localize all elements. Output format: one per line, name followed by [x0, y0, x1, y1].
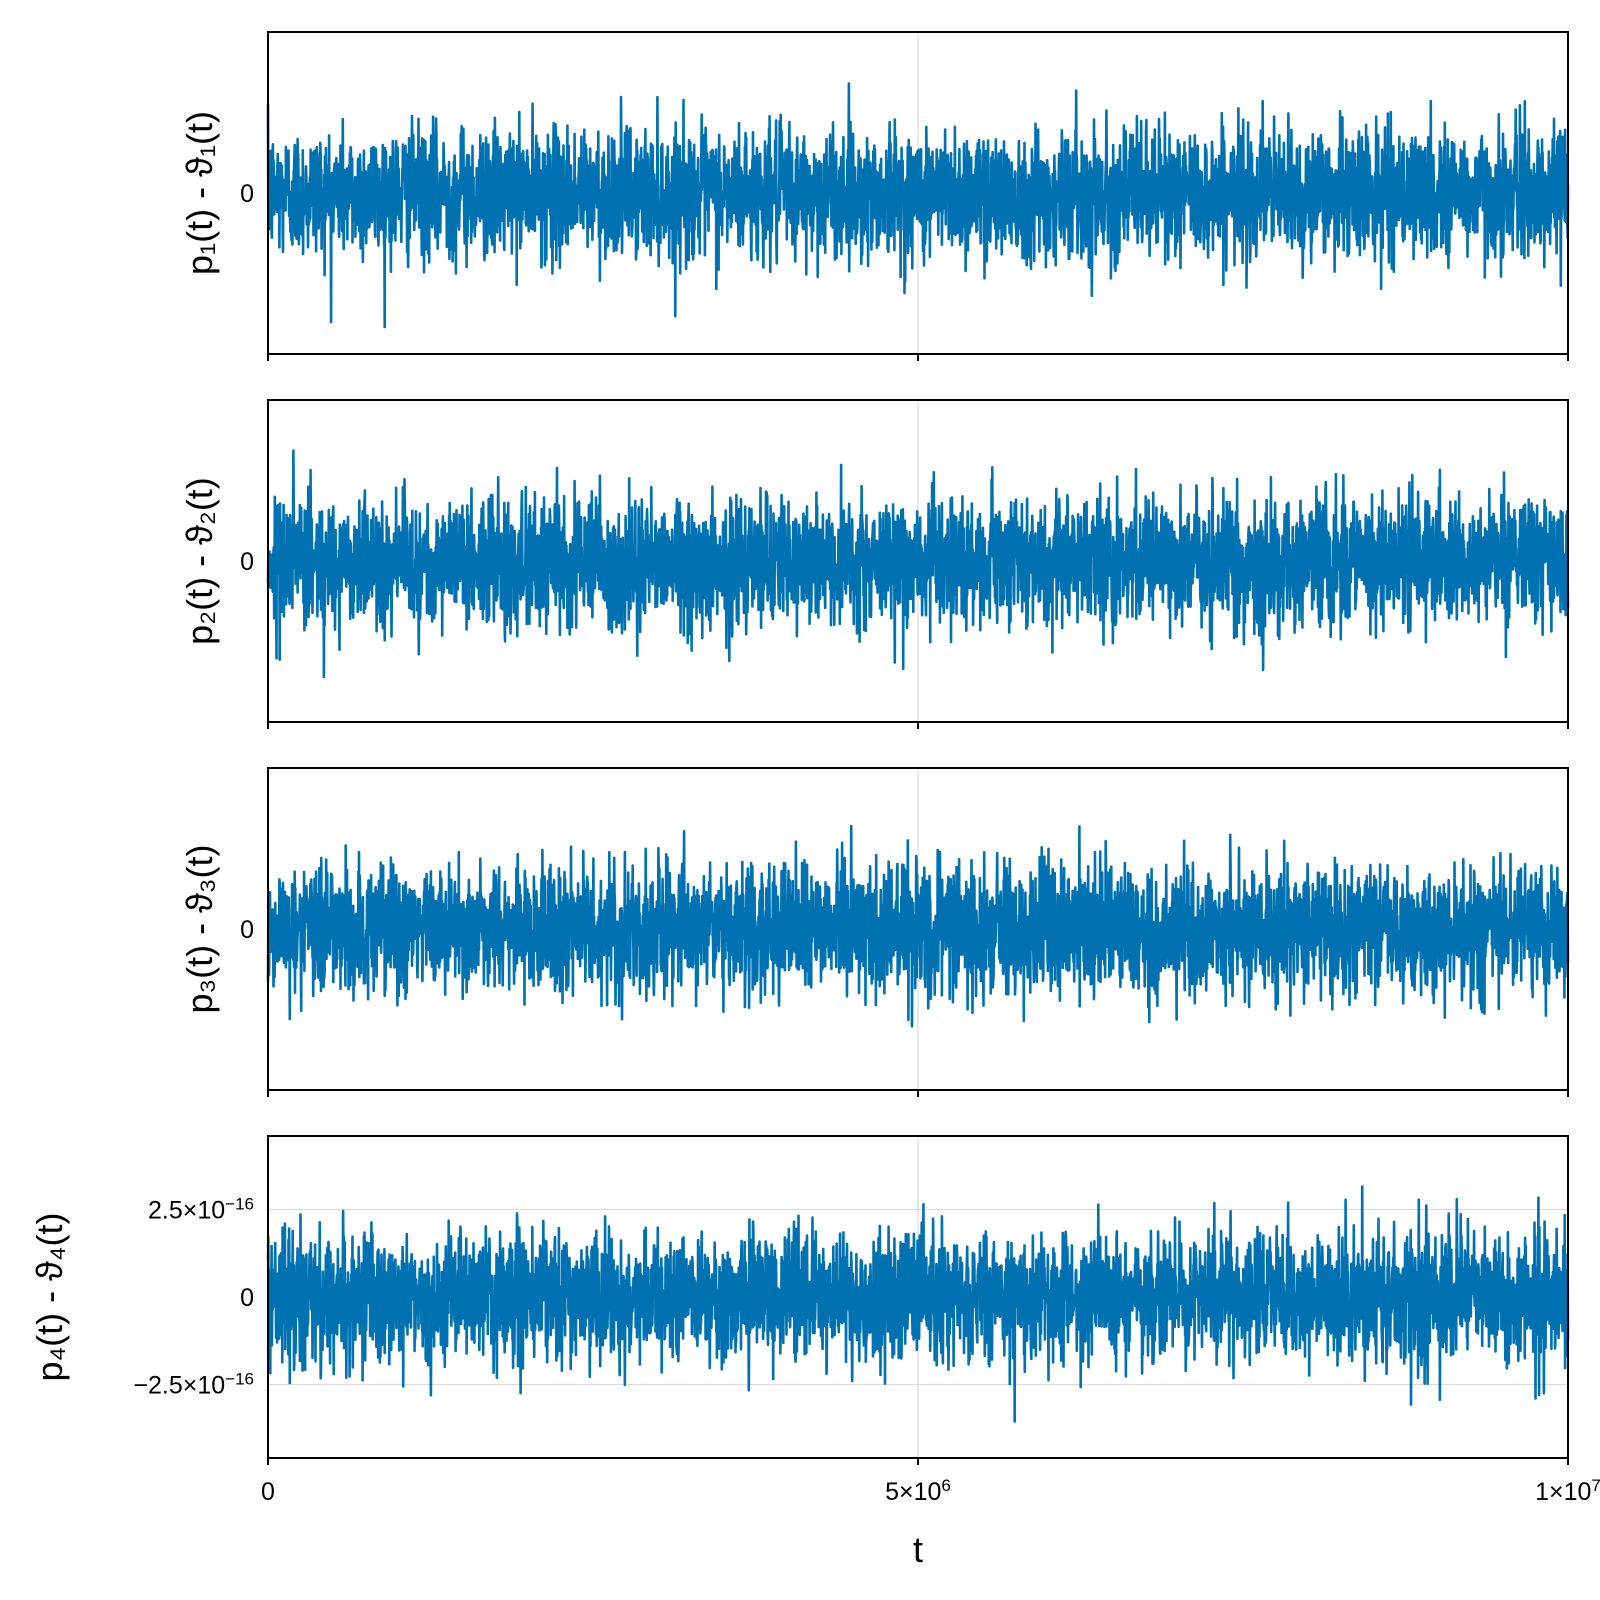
x-tick-label: 5×106: [885, 1476, 951, 1507]
y-tick-label: 0: [240, 180, 254, 208]
subplot-1: 0 p₁(t) - ϑ₁(t): [179, 31, 1570, 361]
y-tick-label: 0: [240, 548, 254, 576]
subplot-2-series: [266, 449, 1570, 679]
subplot-3-ylabel: p₃(t) - ϑ₃(t): [179, 845, 220, 1014]
subplot-2-ylabel: p₂(t) - ϑ₂(t): [179, 477, 220, 645]
x-tick-label: 0: [261, 1478, 275, 1506]
subplot-1-series: [266, 82, 1570, 329]
subplot-1-ticks: 0: [240, 180, 1569, 361]
subplot-3: 0 p₃(t) - ϑ₃(t): [179, 767, 1570, 1097]
y-tick-label: 0: [240, 1284, 254, 1312]
subplot-1-ylabel: p₁(t) - ϑ₁(t): [179, 111, 220, 275]
subplot-4-ylabel: p₄(t) - ϑ₄(t): [29, 1212, 70, 1381]
y-tick-label: 0: [240, 916, 254, 944]
subplot-4: 0 5×106 1×107 2.5×10−16 0 −2.5×10−16 p₄(t) - …: [29, 1135, 1600, 1506]
series-line: [266, 824, 1570, 1028]
subplot-2: 0 p₂(t) - ϑ₂(t): [179, 399, 1570, 729]
subplot-3-series: [266, 824, 1570, 1028]
x-tick-label: 1×107: [1535, 1476, 1600, 1507]
y-tick-label: 2.5×10−16: [148, 1194, 254, 1225]
x-axis-label: t: [913, 1529, 923, 1570]
series-line: [266, 1185, 1570, 1423]
subplot-4-ticks: 0 5×106 1×107 2.5×10−16 0 −2.5×10−16: [133, 1194, 1600, 1506]
y-tick-label: −2.5×10−16: [133, 1369, 254, 1400]
subplot-2-ticks: 0: [240, 548, 1569, 729]
series-line: [266, 449, 1570, 679]
series-line: [266, 82, 1570, 329]
subplot-4-series: [266, 1185, 1570, 1423]
subplot-3-ticks: 0: [240, 916, 1569, 1097]
